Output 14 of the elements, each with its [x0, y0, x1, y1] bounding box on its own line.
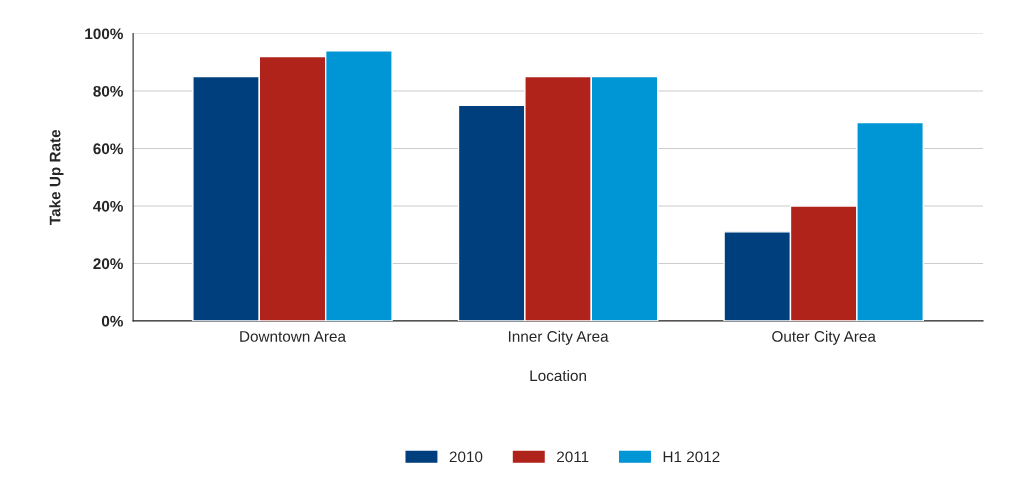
y-axis-title: Take Up Rate	[49, 129, 64, 225]
y-tick-label: 0%	[101, 315, 123, 327]
y-tick-label: 60%	[93, 143, 123, 155]
y-tick-label: 40%	[93, 200, 123, 212]
y-tick-label: 80%	[93, 85, 123, 97]
x-tick-label: Outer City Area	[772, 330, 876, 345]
legend-label: 2010	[449, 451, 483, 463]
legend-label: H1 2012	[663, 451, 720, 463]
y-tick-label: 20%	[93, 258, 123, 270]
legend-label: 2011	[557, 451, 589, 463]
x-axis-title: Location	[530, 369, 586, 382]
y-tick-label: 100%	[85, 28, 123, 40]
x-tick-label: Inner City Area	[508, 330, 609, 345]
x-tick-label: Downtown Area	[240, 331, 346, 342]
